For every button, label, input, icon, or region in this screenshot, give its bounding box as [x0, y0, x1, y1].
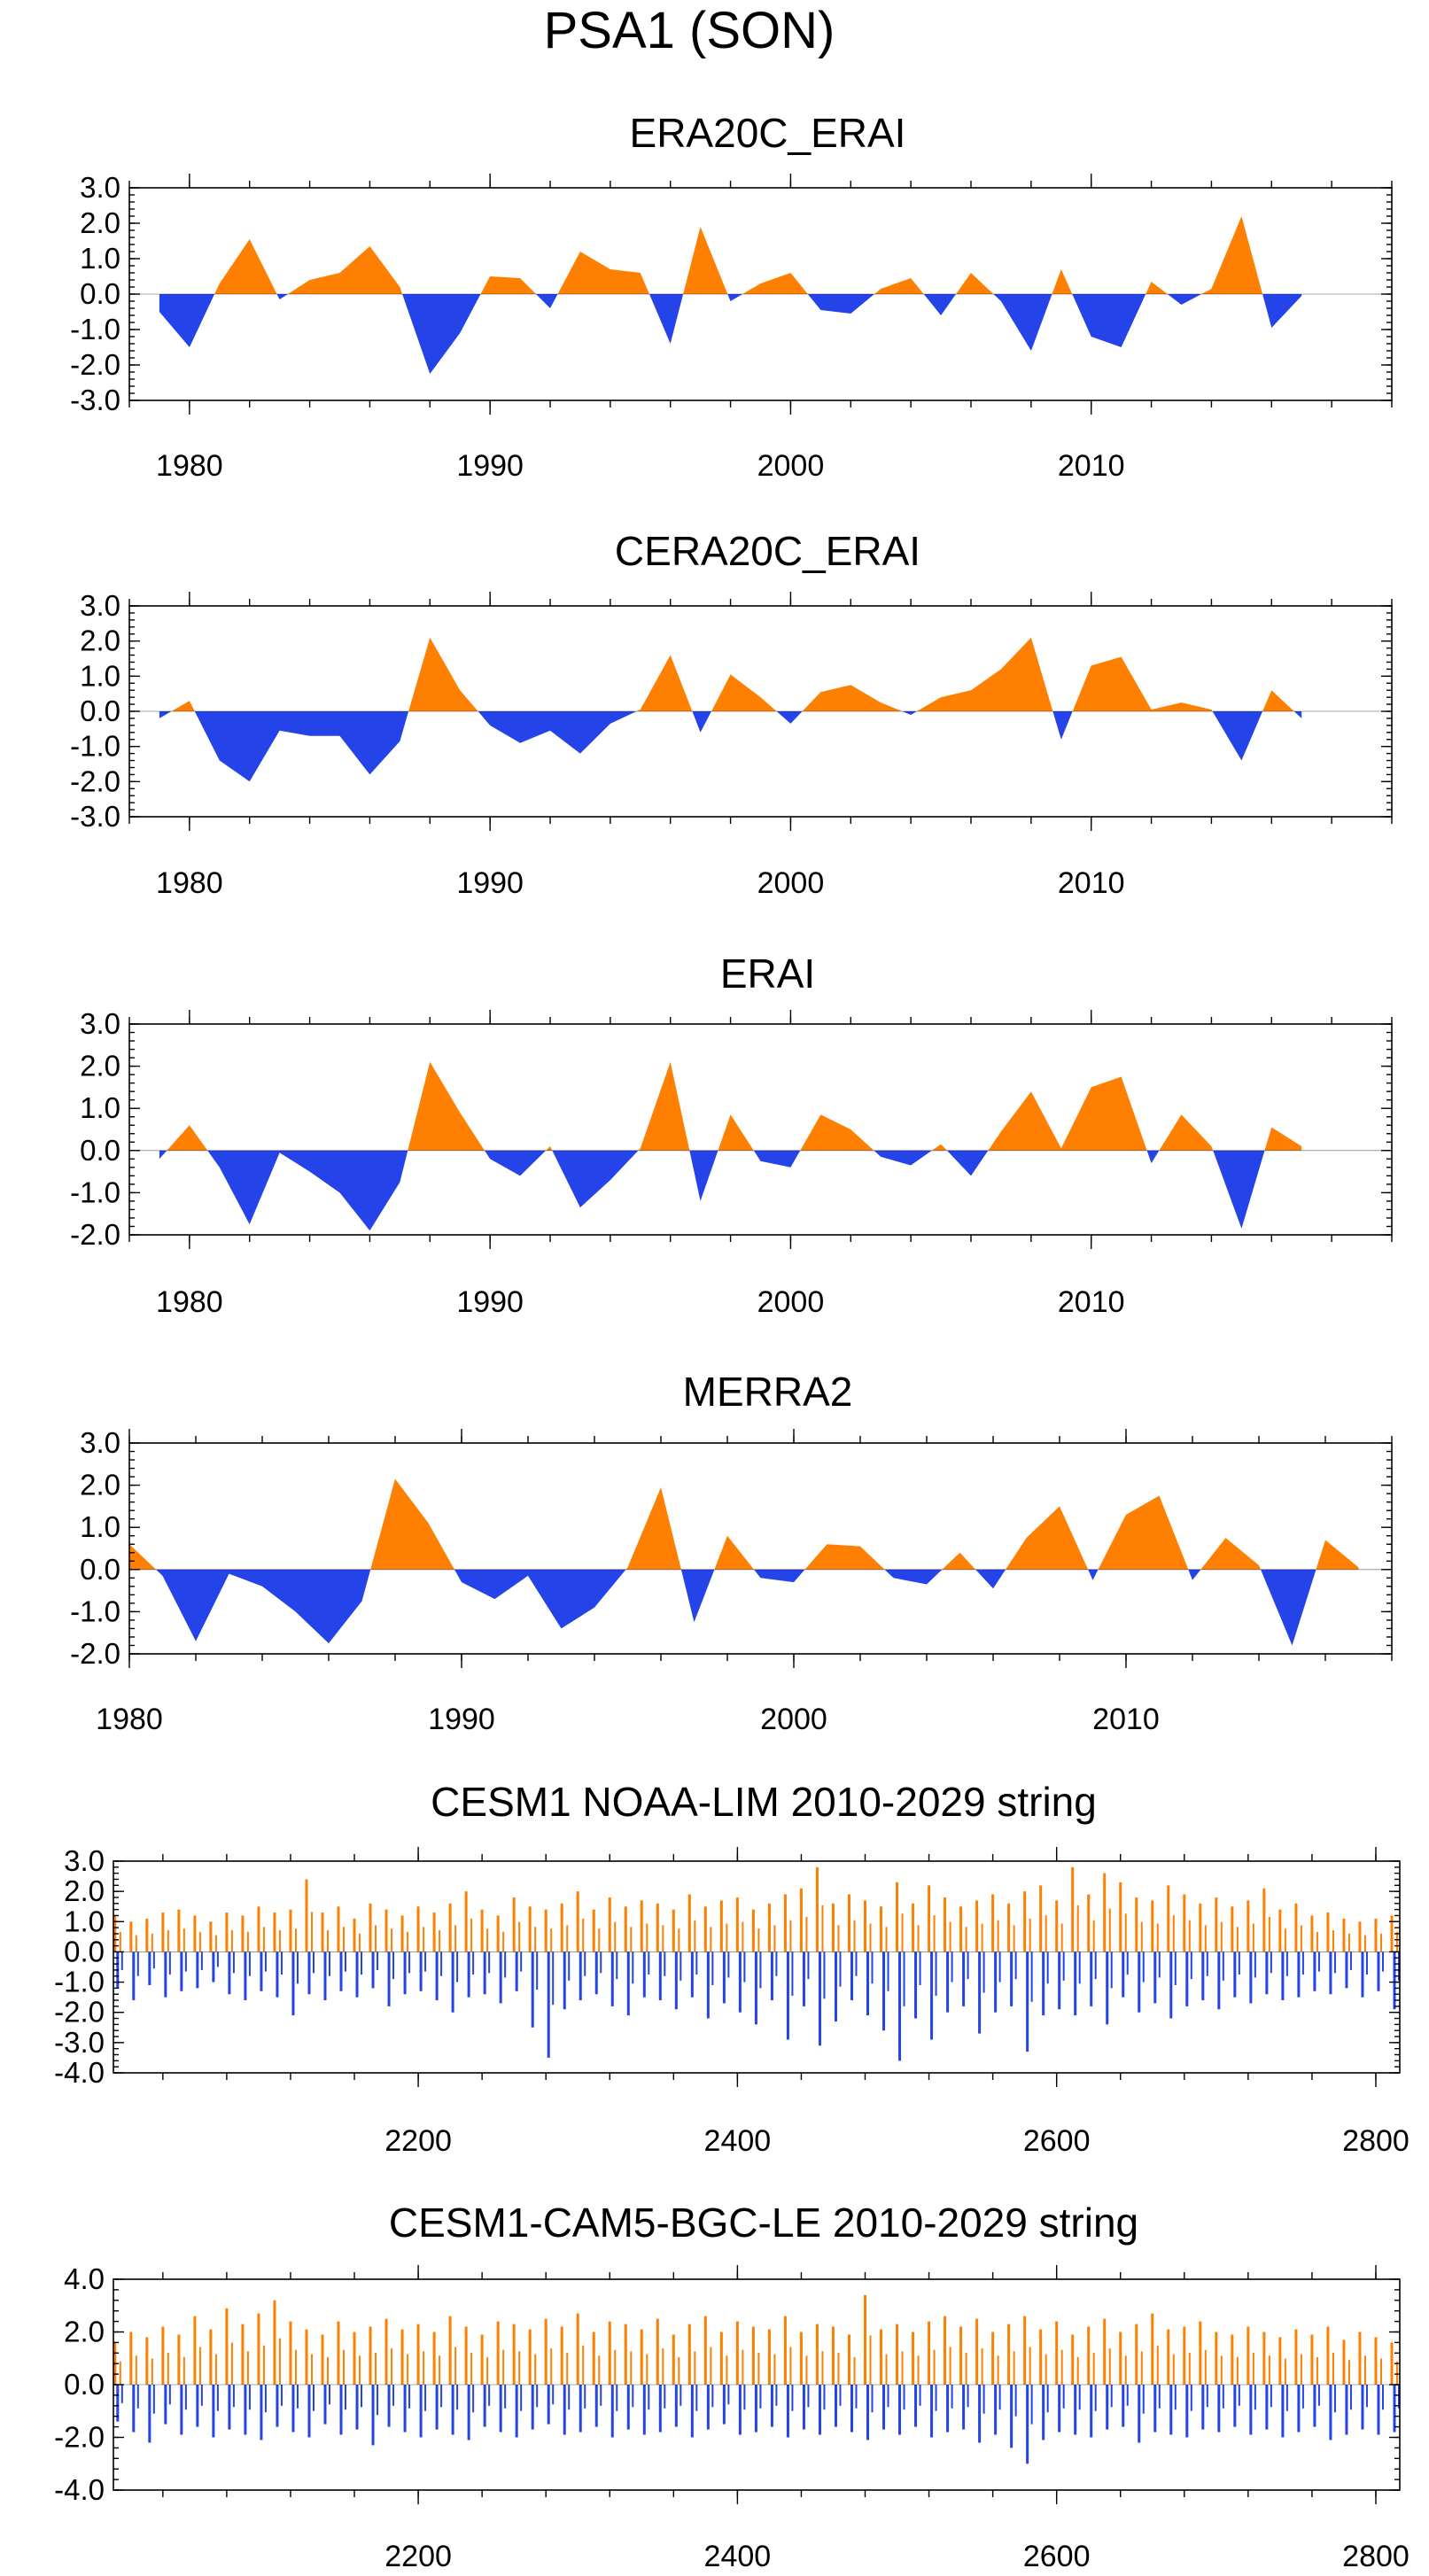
y-tick-label: -2.0 [70, 764, 120, 797]
x-tick-label: 2400 [704, 2540, 772, 2573]
panel-merra2: MERRA2 3.0 2.0 1.0 0.0 -1.0 -2.0 1980 1990 2000 2… [70, 1369, 1393, 1736]
panel-cesm1-noaa-lim: CESM1 NOAA-LIM 2010-2029 string 3.02.01.… [54, 1779, 1410, 2158]
x-tick-label: 1990 [456, 866, 524, 900]
y-tick-label: -3.0 [54, 2026, 105, 2059]
y-tick-label: -2.0 [54, 1996, 105, 2029]
panel-title: CESM1 NOAA-LIM 2010-2029 string [431, 1779, 1097, 1825]
y-tick-label: 2.0 [80, 625, 120, 657]
positive-area [159, 637, 1302, 711]
y-tick-label: 4.0 [64, 2262, 105, 2295]
y-tick-label: 0.0 [80, 277, 120, 310]
y-tick-label: -1.0 [70, 730, 120, 763]
y-tick-label: -2.0 [70, 1218, 120, 1251]
panel-title: CERA20C_ERAI [615, 528, 920, 574]
plot-frame [113, 1860, 1401, 2074]
x-tick-label: 2000 [760, 1703, 827, 1736]
y-tick-label: -2.0 [54, 2421, 105, 2454]
x-tick-label: 2000 [757, 1285, 825, 1319]
x-tick-label: 2010 [1058, 1285, 1125, 1319]
panel-title: ERA20C_ERAI [630, 110, 906, 156]
plot-area [113, 1866, 1400, 2061]
plot-area [159, 216, 1302, 374]
plot-area [159, 1061, 1302, 1231]
y-tick-label: -1.0 [70, 313, 120, 345]
plot-area [129, 1478, 1359, 1646]
y-tick-label: 3.0 [80, 1007, 120, 1040]
x-tick-label: 2010 [1058, 449, 1125, 483]
negative-area [159, 1150, 1302, 1231]
y-tick-label: 2.0 [64, 1874, 105, 1907]
y-tick-label: 1.0 [80, 659, 120, 692]
y-tick-label: 2.0 [80, 1469, 120, 1501]
x-tick-label: 1980 [156, 866, 223, 900]
positive-area [167, 1061, 1302, 1151]
x-tick-label: 2010 [1058, 866, 1125, 900]
plot-area [113, 2294, 1400, 2464]
x-tick-label: 2400 [704, 2124, 772, 2158]
y-tick-label: -2.0 [70, 1637, 120, 1670]
y-tick-label: 3.0 [80, 171, 120, 204]
panel-cesm1-cam5-bgc-le: CESM1-CAM5-BGC-LE 2010-2029 string 4.0 2.… [54, 2200, 1410, 2573]
y-tick-label: 3.0 [80, 589, 120, 622]
y-tick-label: 0.0 [80, 1553, 120, 1586]
panel-cera20c-erai: CERA20C_ERAI 3.02.01.00.0-1.0-2.0-3.0 198… [70, 528, 1393, 900]
x-tick-label: 2200 [384, 2124, 452, 2158]
x-tick-label: 2800 [1342, 2124, 1410, 2158]
x-tick-label: 2600 [1023, 2540, 1091, 2573]
y-tick-label: 1.0 [64, 1905, 105, 1937]
panel-title: MERRA2 [683, 1369, 853, 1415]
y-tick-label: 2.0 [80, 206, 120, 239]
y-tick-label: 3.0 [64, 1844, 105, 1877]
y-tick-label: 1.0 [80, 1510, 120, 1543]
y-tick-label: 2.0 [80, 1050, 120, 1082]
y-tick-label: -3.0 [70, 800, 120, 833]
x-tick-label: 2600 [1023, 2124, 1091, 2158]
x-tick-label: 1980 [156, 1285, 223, 1319]
x-tick-label: 2800 [1342, 2540, 1410, 2573]
y-tick-label: -4.0 [54, 2473, 105, 2506]
negative-area [129, 1569, 1359, 1646]
negative-area [159, 294, 1302, 374]
y-tick-label: 0.0 [80, 694, 120, 727]
x-tick-label: 1990 [456, 449, 524, 483]
y-tick-label: 0.0 [80, 1134, 120, 1167]
x-tick-label: 1990 [456, 1285, 524, 1319]
panel-era20c-erai: ERA20C_ERAI 3.02.01.00.0-1.0-2.0-3.0 1980… [70, 110, 1393, 483]
panel-title: CESM1-CAM5-BGC-LE 2010-2029 string [389, 2200, 1138, 2246]
x-tick-label: 1980 [156, 449, 223, 483]
y-tick-label: 0.0 [64, 2368, 105, 2401]
x-tick-label: 2000 [757, 449, 825, 483]
y-tick-label: -2.0 [70, 348, 120, 381]
negative-area [159, 711, 1302, 782]
figure-title: PSA1 (SON) [544, 2, 835, 59]
y-tick-label: 1.0 [80, 1091, 120, 1124]
panel-title: ERAI [720, 950, 815, 997]
panel-erai: ERAI 3.0 2.0 1.0 0.0 -1.0 -2.0 1980 1990 2000 201… [70, 950, 1393, 1319]
y-tick-label: -1.0 [54, 1966, 105, 1998]
y-tick-label: -4.0 [54, 2056, 105, 2089]
x-tick-label: 2000 [757, 866, 825, 900]
x-tick-label: 2200 [384, 2540, 452, 2573]
x-tick-label: 2010 [1092, 1703, 1160, 1736]
y-tick-label: 1.0 [80, 242, 120, 275]
y-tick-label: 0.0 [64, 1935, 105, 1967]
plot-frame [128, 1442, 1393, 1655]
x-tick-label: 1980 [96, 1703, 163, 1736]
x-tick-label: 1990 [428, 1703, 495, 1736]
plot-frame [128, 1023, 1393, 1236]
y-tick-label: -1.0 [70, 1594, 120, 1627]
plot-area [159, 637, 1302, 782]
y-tick-label: 2.0 [64, 2316, 105, 2348]
y-tick-label: 3.0 [80, 1426, 120, 1459]
y-tick-label: -1.0 [70, 1175, 120, 1208]
positive-area [129, 1478, 1359, 1570]
y-tick-label: -3.0 [70, 384, 120, 416]
